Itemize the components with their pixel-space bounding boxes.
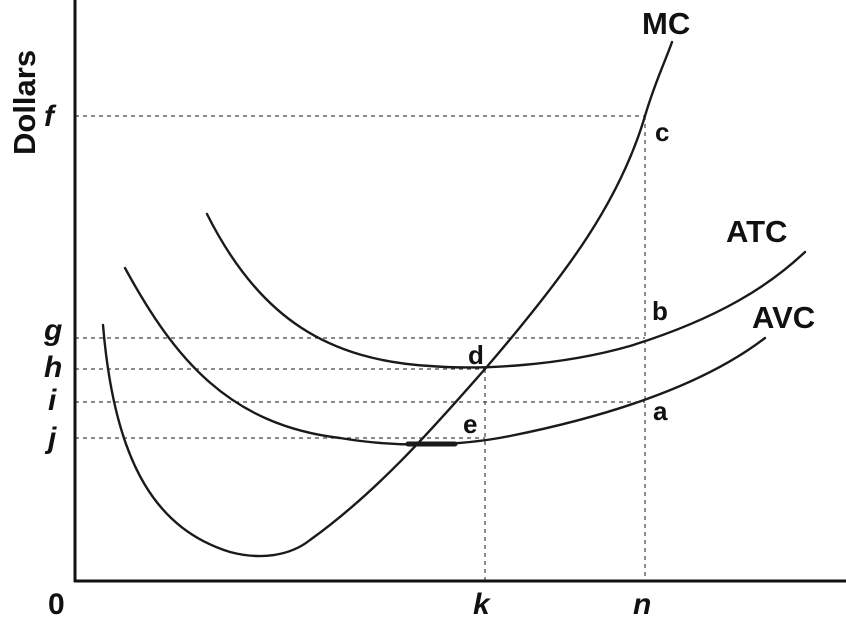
x-tick-label: n xyxy=(633,588,651,621)
point-c-label: c xyxy=(655,117,669,147)
y-axis-label: Dollars xyxy=(7,50,42,155)
y-tick-labels: f g h i j xyxy=(43,100,62,455)
y-tick-label: h xyxy=(44,351,62,384)
point-e-label: e xyxy=(463,409,477,439)
curve-labels: MC ATC AVC xyxy=(642,6,815,335)
mc-curve xyxy=(101,40,674,558)
origin-label: 0 xyxy=(48,588,65,621)
y-tick-label: f xyxy=(44,100,57,133)
point-d-label: d xyxy=(468,340,484,370)
point-b-label: b xyxy=(652,296,668,326)
y-tick-label: i xyxy=(48,384,57,417)
x-tick-label: k xyxy=(473,588,491,621)
x-tick-labels: k n xyxy=(473,588,651,621)
avc-curve xyxy=(123,266,767,446)
point-labels: a b c d e xyxy=(463,117,669,439)
axes xyxy=(73,0,846,583)
curves xyxy=(101,40,807,558)
mc-label: MC xyxy=(642,6,690,41)
avc-label: AVC xyxy=(752,300,815,335)
atc-label: ATC xyxy=(726,214,787,249)
point-a-label: a xyxy=(653,396,668,426)
guide-lines xyxy=(75,115,646,582)
y-tick-label: g xyxy=(43,314,62,347)
atc-curve xyxy=(205,212,807,369)
y-tick-label: j xyxy=(44,422,57,455)
